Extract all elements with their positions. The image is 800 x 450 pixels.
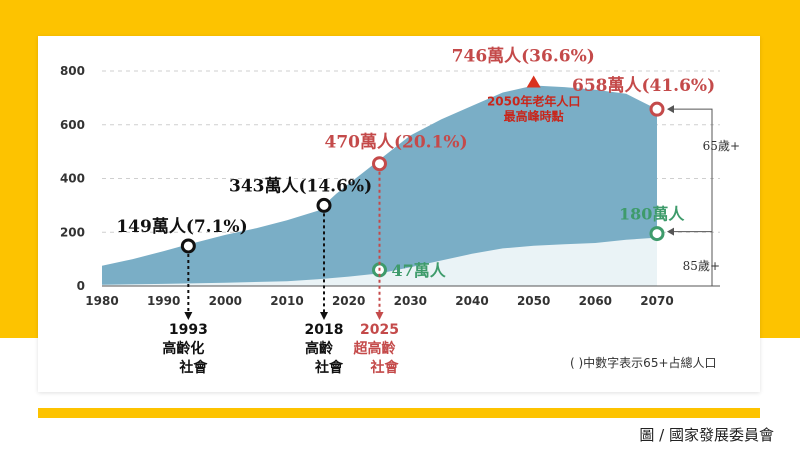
peak-note: 最高峰時點 — [504, 109, 564, 124]
data-label: 149萬人(7.1%) — [116, 216, 247, 237]
y-tick-label: 600 — [60, 118, 85, 132]
area-85-plus — [102, 237, 657, 286]
x-tick-label: 2000 — [209, 294, 242, 308]
side-brackets: 65歲+ 85歲+ — [667, 105, 740, 286]
milestone-stage: 高齡化 — [162, 340, 204, 357]
x-tick-label: 2020 — [332, 294, 365, 308]
data-label: 47萬人 — [392, 261, 447, 280]
side-label-85-plus: 85歲+ — [683, 259, 720, 273]
axis-ticks: 0 200 400 600 800 1980 1990 2000 2010 2020 2030 204… — [60, 64, 674, 308]
y-tick-label: 0 — [77, 279, 85, 293]
x-tick-label: 2010 — [270, 294, 303, 308]
data-point-marker — [372, 156, 387, 172]
bracket-85-plus — [671, 231, 713, 286]
data-point-marker — [649, 101, 665, 117]
data-label: 343萬人(14.6%) — [229, 175, 372, 196]
milestone-year: 1993 — [169, 322, 208, 338]
milestone-stage: 社會 — [178, 359, 208, 376]
milestone-stage: 社會 — [314, 359, 344, 376]
peak-marker — [526, 75, 541, 88]
milestone-arrowhead — [375, 312, 384, 320]
source-credit: 圖 / 國家發展委員會 — [639, 426, 774, 444]
milestone-year: 2018 — [305, 322, 344, 338]
milestone-year: 2025 — [360, 322, 399, 338]
milestone-arrowhead — [184, 312, 193, 320]
data-label: 746萬人(36.6%) — [452, 46, 595, 67]
y-tick-label: 200 — [60, 225, 85, 239]
milestone-stage: 高齡 — [305, 340, 333, 357]
y-tick-label: 800 — [60, 64, 85, 78]
x-tick-label: 2070 — [640, 294, 673, 308]
data-label: 658萬人(41.6%) — [572, 75, 715, 96]
milestone-arrowhead — [320, 312, 328, 320]
x-tick-label: 2050 — [517, 294, 550, 308]
bracket-arrowhead — [667, 227, 674, 236]
footnote: ( )中數字表示65+占總人口 — [570, 355, 717, 370]
data-label: 470萬人(20.1%) — [325, 132, 468, 153]
bracket-65-plus — [671, 108, 713, 286]
data-label: 180萬人 — [619, 205, 685, 224]
x-tick-label: 2040 — [455, 294, 488, 308]
annotations: 149萬人(7.1%) 343萬人(14.6%) 470萬人(20.1%) 47萬人 2… — [116, 46, 715, 280]
milestone-stage: 社會 — [370, 359, 400, 376]
x-tick-label: 1990 — [147, 294, 180, 308]
bracket-arrowhead — [667, 105, 674, 114]
bottom-yellow-stripe — [38, 408, 760, 418]
peak-note: 2050年老年人口 — [487, 94, 580, 109]
y-tick-label: 400 — [60, 172, 85, 186]
data-point-marker — [649, 226, 665, 242]
data-point-marker — [180, 238, 196, 254]
x-tick-label: 1980 — [85, 294, 118, 308]
x-tick-label: 2060 — [579, 294, 612, 308]
data-point-marker — [316, 197, 332, 213]
milestone-stage: 超高齡 — [353, 340, 396, 357]
side-label-65-plus: 65歲+ — [703, 139, 740, 153]
x-tick-label: 2030 — [394, 294, 427, 308]
